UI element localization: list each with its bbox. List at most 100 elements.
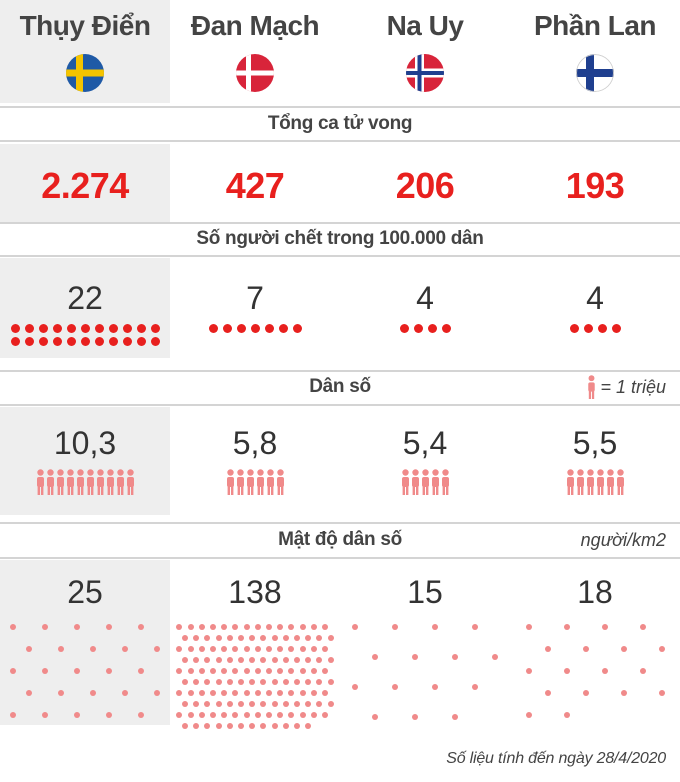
person-icon [236,469,245,495]
density-dot [221,624,228,630]
density-dot [254,646,261,652]
density-dot [204,701,211,707]
death-dot [66,324,76,333]
highlight-column-total [0,144,170,224]
density-dot [198,712,205,718]
density-dot [282,657,289,663]
density-dot [176,668,183,674]
population-legend: = 1 triệu [587,372,666,402]
population-value: 10,3 [53,425,117,461]
density-dot [249,635,256,641]
density-dot [544,690,551,696]
death-dot [569,324,579,333]
density-dot [294,657,300,663]
death-dot [611,324,621,333]
density-dot [432,624,438,630]
density-dot [310,712,317,718]
country-name: Đan Mạch [190,10,320,41]
density-dot [288,668,295,674]
density-dot [210,668,216,674]
divider [0,370,680,372]
death-dot [108,324,118,333]
density-dot [254,668,261,674]
divider [0,222,680,224]
sweden-flag-icon [66,54,104,92]
density-dot [26,690,32,696]
divider [0,557,680,559]
person-icon [596,469,605,495]
density-dot [544,646,551,652]
density-dot [232,712,239,718]
highlight-column-density [0,560,170,725]
death-dot [38,324,48,333]
density-dot [204,635,211,641]
country-denmark: Đan Mạch [170,0,340,92]
density-dot [322,624,328,630]
death-dot [427,324,437,333]
death-dot [94,337,104,346]
death-dot [399,324,409,333]
person-icon [441,469,450,495]
density-dot [204,723,211,729]
death-dot [236,324,246,333]
density-dot [601,668,608,674]
density-dot [193,723,200,729]
deaths-dot-group [519,324,671,333]
density-dot [260,679,267,685]
density-dot [563,624,570,630]
density-dot [305,635,312,641]
person-icon [66,469,75,495]
density-dot [221,690,228,696]
section-header-total-deaths: Tổng ca tử vong [0,109,680,139]
person-icon [606,469,615,495]
death-dot [80,337,90,346]
death-dot [136,324,146,333]
density-dot [215,657,222,663]
density-dot [322,712,328,718]
density-dot [238,657,244,663]
density-dot [582,646,589,652]
density-value: 15 [407,574,443,610]
density-dot [193,701,200,707]
density-dot [310,690,317,696]
population-icon-group [566,469,625,495]
person-icon [566,469,575,495]
density-dot [322,646,328,652]
density-dot [322,668,328,674]
density-dot [294,723,300,729]
total-deaths-value: 427 [225,165,285,206]
deaths-per-100k-value: 4 [416,280,434,316]
divider [0,140,680,142]
density-unit: người/km2 [580,530,666,550]
country-norway: Na Uy [340,0,510,92]
density-dot [221,668,228,674]
finland-flag-icon [576,54,614,92]
density-dot [187,624,194,630]
density-dot [58,646,64,652]
density-dot [282,679,289,685]
density-dot [187,646,194,652]
density-dot [26,646,32,652]
total-deaths-row: 2.274 427 206 193 [0,144,680,224]
density-dot [294,701,300,707]
density-dot [182,701,188,707]
density-dot [432,684,438,690]
density-dot [412,654,418,660]
death-dot [208,324,218,333]
population-legend-text: = 1 triệu [600,377,666,397]
death-dot [122,337,132,346]
population-value: 5,4 [402,425,448,461]
density-dot [271,679,278,685]
density-dot [122,690,128,696]
death-dot [52,337,62,346]
person-icon [276,469,285,495]
person-icon [576,469,585,495]
country-sweden: Thụy Điển [0,0,170,92]
density-dot [316,635,323,641]
density-dot [305,657,312,663]
density-dot [176,624,183,630]
person-icon [56,469,65,495]
person-icon [46,469,55,495]
density-dot [238,635,244,641]
density-dot [277,624,284,630]
